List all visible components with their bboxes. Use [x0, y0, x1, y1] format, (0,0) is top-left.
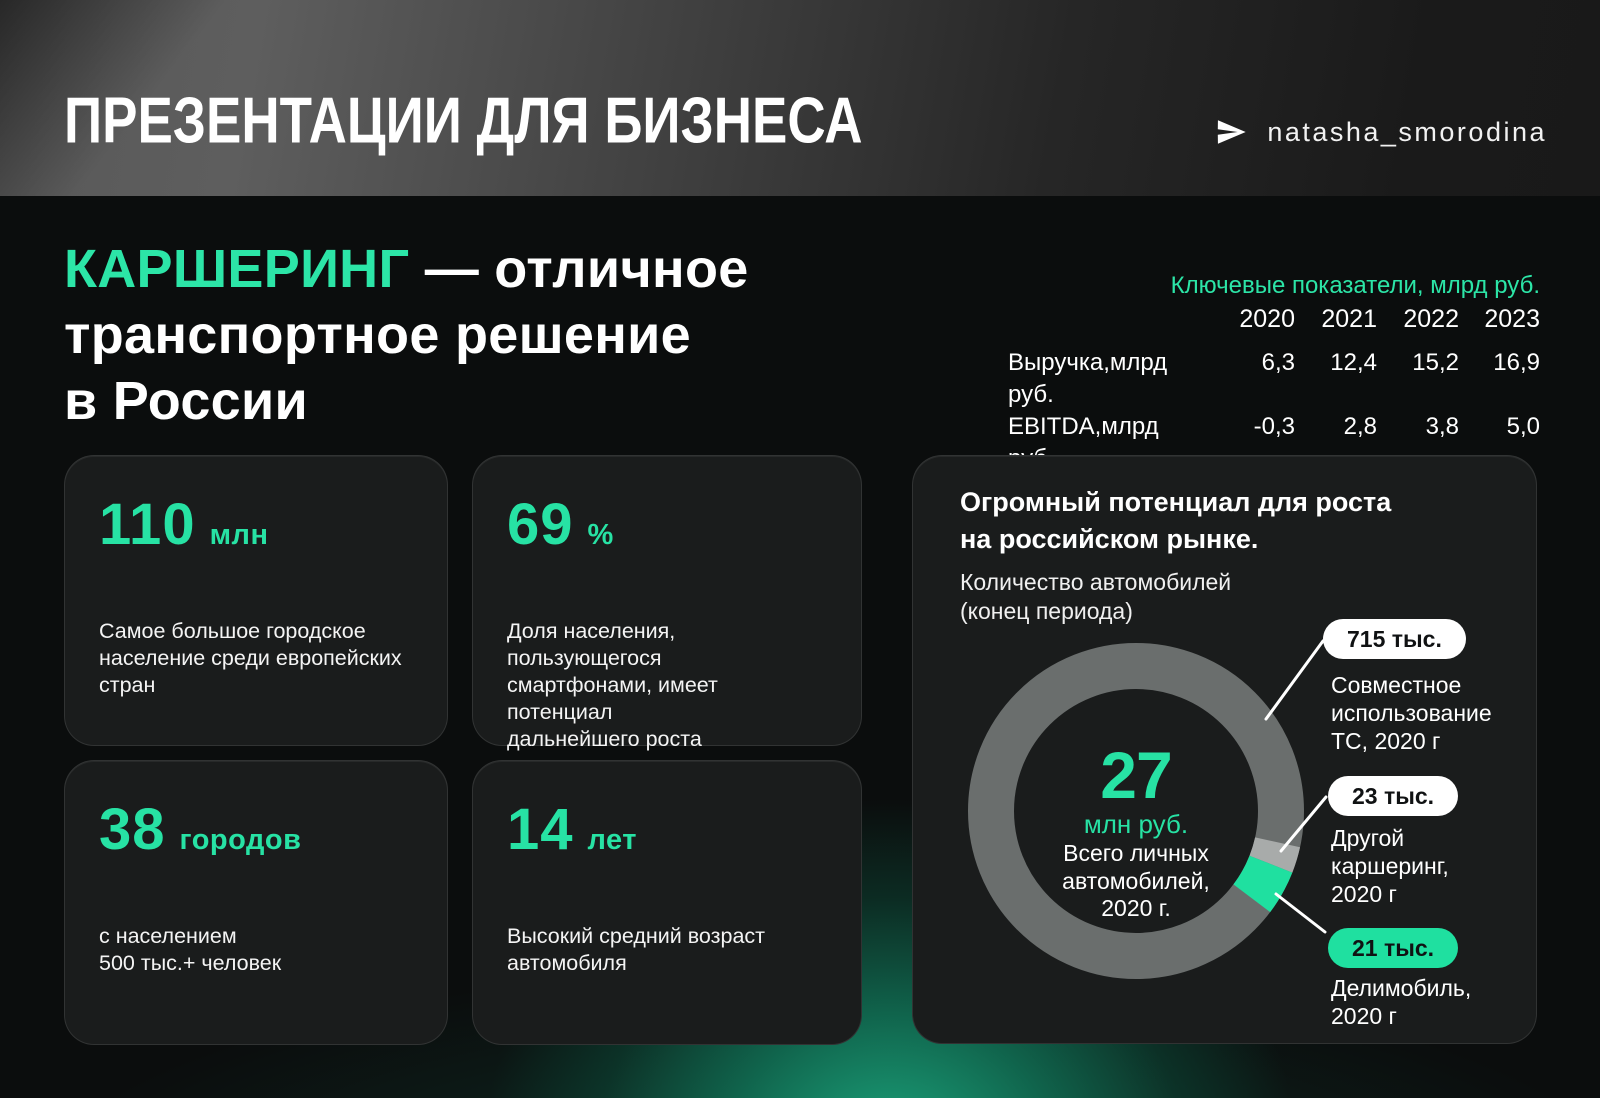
kpi-value: -0,3: [1253, 413, 1295, 440]
stat-value: 14: [507, 797, 574, 862]
kpi-table: Ключевые показатели, млрд руб. 2020 2021…: [1008, 271, 1540, 475]
kpi-row-label: Выручка,млрд руб.: [1008, 349, 1168, 408]
telegram-contact: natasha_smorodina: [1215, 116, 1547, 148]
panel-title: Огромный потенциал для роста на российск…: [960, 487, 1392, 554]
stat-value-row: 69 %: [507, 496, 614, 554]
header-band: ПРЕЗЕНТАЦИИ ДЛЯ БИЗНЕСА natasha_smorodin…: [0, 0, 1600, 196]
panel-subtitle: Количество автомобилей (конец периода): [960, 569, 1232, 624]
stat-card-car-age: 14 лет Высокий средний возраст автомобил…: [472, 760, 862, 1045]
slide-title-line1-rest: — отличное: [409, 239, 749, 299]
stat-description: Доля населения, пользующегося смартфонам…: [507, 619, 718, 751]
callout-label-other-carsharing: Другой каршеринг, 2020 г: [1331, 825, 1449, 907]
kpi-corner-cell: [1008, 304, 1211, 334]
stat-card-cities: 38 городов с населением 500 тыс.+ челове…: [64, 760, 448, 1045]
stat-value-row: 38 городов: [99, 801, 301, 859]
growth-potential-panel: Огромный потенциал для роста на российск…: [912, 455, 1537, 1044]
slide-title-line3: в России: [64, 371, 309, 431]
stat-value-row: 110 млн: [99, 496, 268, 554]
callout-pill-delimobil: 21 тыс.: [1328, 928, 1459, 968]
stat-value: 38: [99, 797, 166, 862]
donut-center-text: 27 млн руб. Всего личных автомобилей, 20…: [1006, 738, 1266, 923]
kpi-year-header: 2020: [1239, 305, 1295, 333]
donut-center-value: 27: [1100, 738, 1172, 812]
stat-value: 110: [99, 492, 196, 557]
kpi-value: 15,2: [1412, 349, 1459, 376]
stat-unit: городов: [179, 824, 302, 856]
stat-value: 69: [507, 492, 574, 557]
kpi-value: 5,0: [1506, 413, 1540, 440]
stat-unit: %: [587, 519, 614, 551]
stat-value-row: 14 лет: [507, 801, 637, 859]
kpi-table-title: Ключевые показатели, млрд руб.: [1170, 272, 1540, 299]
stat-card-smartphones: 69 % Доля населения, пользующегося смарт…: [472, 455, 862, 751]
stat-description: Самое большое городское население среди …: [99, 619, 402, 697]
brand-title: ПРЕЗЕНТАЦИИ ДЛЯ БИЗНЕСА: [64, 85, 863, 158]
stat-card-population: 110 млн Самое большое городское населени…: [64, 455, 448, 746]
stat-unit: млн: [209, 519, 269, 551]
slide-title-highlight: КАРШЕРИНГ: [64, 239, 410, 299]
slide-title: КАРШЕРИНГ — отличное транспортное решени…: [64, 236, 749, 434]
kpi-table-grid: 2020 2021 2022 2023 Выручка,млрд руб. 6,…: [1008, 301, 1540, 475]
callout-pill-other-carsharing: 23 тыс.: [1328, 776, 1459, 816]
kpi-value: 16,9: [1493, 349, 1540, 376]
stat-unit: лет: [587, 824, 638, 856]
donut-center-unit: млн руб.: [1083, 809, 1189, 839]
telegram-handle: natasha_smorodina: [1267, 116, 1547, 147]
kpi-value: 12,4: [1330, 349, 1377, 376]
kpi-value: 6,3: [1261, 349, 1295, 376]
callout-pill-shared-vehicles: 715 тыс.: [1323, 619, 1466, 659]
callout-label-shared-vehicles: Совместное использование ТС, 2020 г: [1331, 672, 1492, 754]
kpi-value: 2,8: [1343, 413, 1377, 440]
stat-description: с населением 500 тыс.+ человек: [99, 924, 282, 975]
callout-label-delimobil: Делимобиль, 2020 г: [1331, 975, 1472, 1029]
kpi-year-header: 2021: [1321, 305, 1377, 333]
kpi-value: 3,8: [1425, 413, 1459, 440]
stat-cards-grid: 110 млн Самое большое городское населени…: [64, 455, 862, 1045]
telegram-paper-plane-icon: [1218, 120, 1246, 144]
donut-center-label: Всего личных автомобилей, 2020 г.: [1062, 840, 1210, 921]
slide-title-line1: КАРШЕРИНГ — отличное: [64, 236, 749, 302]
stat-description: Высокий средний возраст автомобиля: [507, 924, 766, 975]
kpi-year-header: 2023: [1484, 305, 1540, 333]
kpi-year-header: 2022: [1403, 305, 1459, 333]
slide-title-line2: транспортное решение: [64, 305, 691, 365]
